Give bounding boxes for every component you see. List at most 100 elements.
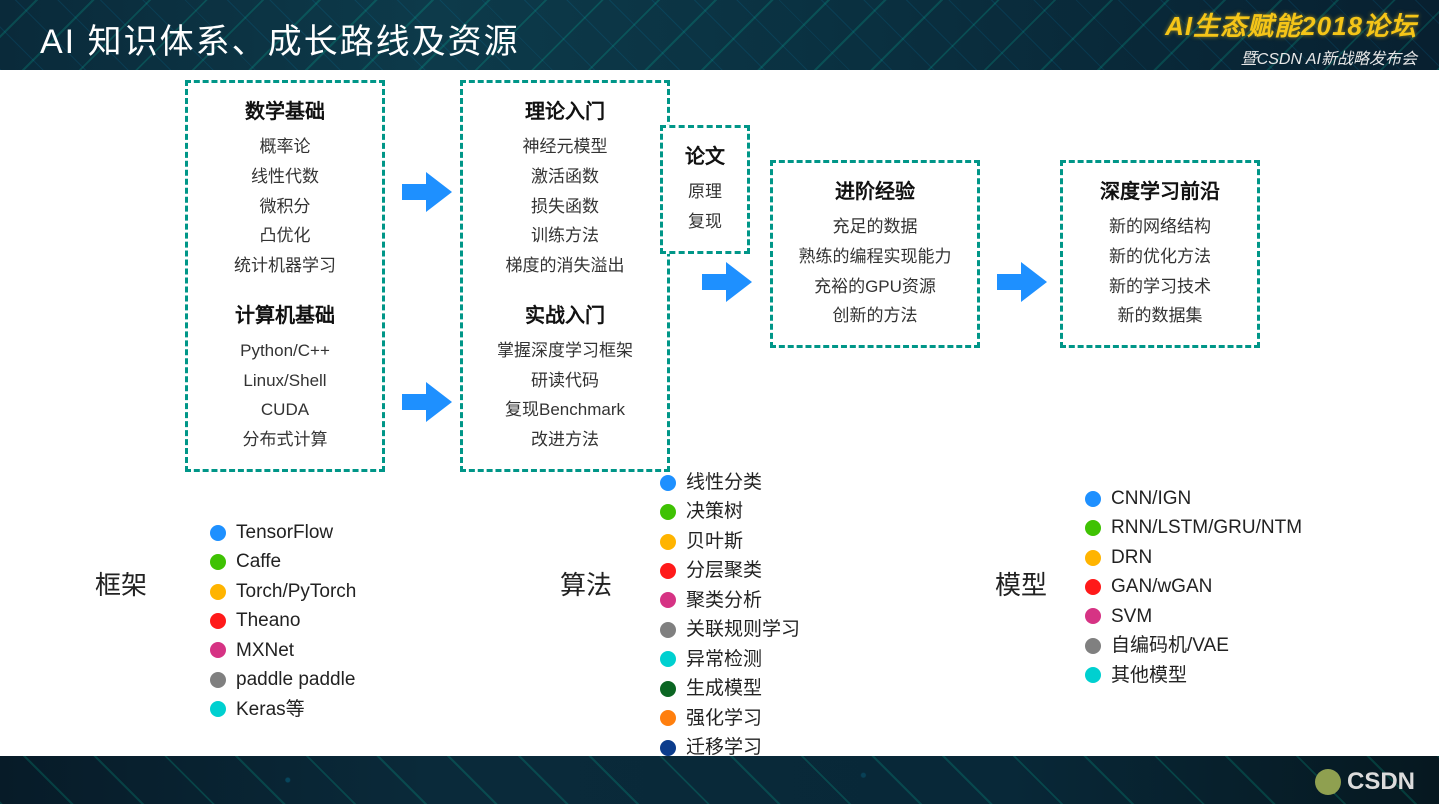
- bullet-dot-icon: [1085, 579, 1101, 595]
- list-item-text: 决策树: [686, 497, 743, 526]
- bullet-dot-icon: [660, 504, 676, 520]
- box-title: 论文: [681, 140, 729, 169]
- box-item: 训练方法: [481, 221, 649, 251]
- box-paper: 论文原理复现: [660, 125, 750, 254]
- list-item: 强化学习: [660, 704, 800, 733]
- bullet-dot-icon: [660, 563, 676, 579]
- box-item: 研读代码: [481, 366, 649, 396]
- box-item: 统计机器学习: [206, 251, 364, 281]
- list-item: 决策树: [660, 497, 800, 526]
- list-item-text: TensorFlow: [236, 518, 333, 547]
- list-item-text: paddle paddle: [236, 665, 355, 694]
- arrow-icon: [995, 260, 1049, 304]
- list-item-text: 强化学习: [686, 704, 762, 733]
- bullet-dot-icon: [660, 475, 676, 491]
- list-item-text: 其他模型: [1111, 661, 1187, 690]
- category-list-models: CNN/IGNRNN/LSTM/GRU/NTMDRNGAN/wGANSVM自编码…: [1085, 484, 1302, 690]
- list-item: RNN/LSTM/GRU/NTM: [1085, 513, 1302, 542]
- list-item: paddle paddle: [210, 665, 356, 694]
- box-item: 改进方法: [481, 425, 649, 455]
- page-title: AI 知识体系、成长路线及资源: [40, 14, 520, 63]
- bullet-dot-icon: [1085, 638, 1101, 654]
- box-item: 微积分: [206, 192, 364, 222]
- list-item-text: 聚类分析: [686, 586, 762, 615]
- box-item: 复现Benchmark: [481, 395, 649, 425]
- list-item-text: 分层聚类: [686, 556, 762, 585]
- list-item-text: SVM: [1111, 602, 1152, 631]
- list-item-text: Torch/PyTorch: [236, 577, 356, 606]
- box-item: 充裕的GPU资源: [791, 272, 959, 302]
- bullet-dot-icon: [210, 642, 226, 658]
- bullet-dot-icon: [1085, 550, 1101, 566]
- box-title: 计算机基础: [206, 299, 364, 328]
- list-item-text: DRN: [1111, 543, 1152, 572]
- list-item-text: 关联规则学习: [686, 615, 800, 644]
- category-label-algorithms: 算法: [560, 565, 612, 602]
- list-item: 异常检测: [660, 645, 800, 674]
- box-item: 新的优化方法: [1081, 242, 1239, 272]
- list-item: MXNet: [210, 636, 356, 665]
- bullet-dot-icon: [210, 672, 226, 688]
- box-item: 新的数据集: [1081, 301, 1239, 331]
- forum-line1: AI生态赋能2018论坛: [1165, 6, 1417, 43]
- box-item: 新的网络结构: [1081, 212, 1239, 242]
- forum-logo: AI生态赋能2018论坛 暨CSDN AI新战略发布会: [1165, 6, 1417, 69]
- box-item: 概率论: [206, 132, 364, 162]
- top-banner: AI 知识体系、成长路线及资源 AI生态赋能2018论坛 暨CSDN AI新战略…: [0, 0, 1439, 70]
- box-item: CUDA: [206, 395, 364, 425]
- list-item: DRN: [1085, 543, 1302, 572]
- box-col2: 理论入门神经元模型激活函数损失函数训练方法梯度的消失溢出实战入门掌握深度学习框架…: [460, 80, 670, 472]
- list-item-text: Keras等: [236, 695, 305, 724]
- list-item: CNN/IGN: [1085, 484, 1302, 513]
- diagram-canvas: 数学基础概率论线性代数微积分凸优化统计机器学习计算机基础Python/C++Li…: [0, 70, 1439, 756]
- bullet-dot-icon: [210, 584, 226, 600]
- box-item: 线性代数: [206, 162, 364, 192]
- list-item-text: Theano: [236, 606, 300, 635]
- box-item: 神经元模型: [481, 132, 649, 162]
- list-item: 贝叶斯: [660, 527, 800, 556]
- list-item-text: 贝叶斯: [686, 527, 743, 556]
- csdn-watermark: CSDN: [1315, 768, 1415, 796]
- box-item: 梯度的消失溢出: [481, 251, 649, 281]
- list-item: SVM: [1085, 602, 1302, 631]
- arrow-icon: [400, 170, 454, 214]
- box-advanced: 进阶经验充足的数据熟练的编程实现能力充裕的GPU资源创新的方法: [770, 160, 980, 348]
- bottom-banner: CSDN: [0, 756, 1439, 804]
- box-title: 进阶经验: [791, 175, 959, 204]
- bullet-dot-icon: [660, 651, 676, 667]
- csdn-text: CSDN: [1347, 768, 1415, 796]
- bullet-dot-icon: [210, 525, 226, 541]
- box-title: 深度学习前沿: [1081, 175, 1239, 204]
- list-item: 聚类分析: [660, 586, 800, 615]
- box-item: 充足的数据: [791, 212, 959, 242]
- box-item: 创新的方法: [791, 301, 959, 331]
- bullet-dot-icon: [660, 534, 676, 550]
- category-label-models: 模型: [995, 565, 1047, 602]
- bullet-dot-icon: [660, 622, 676, 638]
- box-item: 激活函数: [481, 162, 649, 192]
- bullet-dot-icon: [1085, 608, 1101, 624]
- box-item: 分布式计算: [206, 425, 364, 455]
- list-item-text: 自编码机/VAE: [1111, 631, 1229, 660]
- category-label-frameworks: 框架: [95, 565, 147, 602]
- list-item-text: 线性分类: [686, 468, 762, 497]
- list-item-text: MXNet: [236, 636, 294, 665]
- bullet-dot-icon: [660, 681, 676, 697]
- list-item: 自编码机/VAE: [1085, 631, 1302, 660]
- list-item: 生成模型: [660, 674, 800, 703]
- category-list-algorithms: 线性分类决策树贝叶斯分层聚类聚类分析关联规则学习异常检测生成模型强化学习迁移学习…: [660, 468, 800, 792]
- wechat-bubble-icon: [1315, 769, 1341, 795]
- bullet-dot-icon: [1085, 667, 1101, 683]
- box-title: 数学基础: [206, 95, 364, 124]
- box-title: 实战入门: [481, 299, 649, 328]
- category-list-frameworks: TensorFlowCaffeTorch/PyTorchTheanoMXNetp…: [210, 518, 356, 724]
- list-item: GAN/wGAN: [1085, 572, 1302, 601]
- list-item: Torch/PyTorch: [210, 577, 356, 606]
- box-frontier: 深度学习前沿新的网络结构新的优化方法新的学习技术新的数据集: [1060, 160, 1260, 348]
- bullet-dot-icon: [210, 613, 226, 629]
- box-item: 新的学习技术: [1081, 272, 1239, 302]
- box-item: Linux/Shell: [206, 366, 364, 396]
- box-item: Python/C++: [206, 336, 364, 366]
- list-item: 关联规则学习: [660, 615, 800, 644]
- bullet-dot-icon: [1085, 491, 1101, 507]
